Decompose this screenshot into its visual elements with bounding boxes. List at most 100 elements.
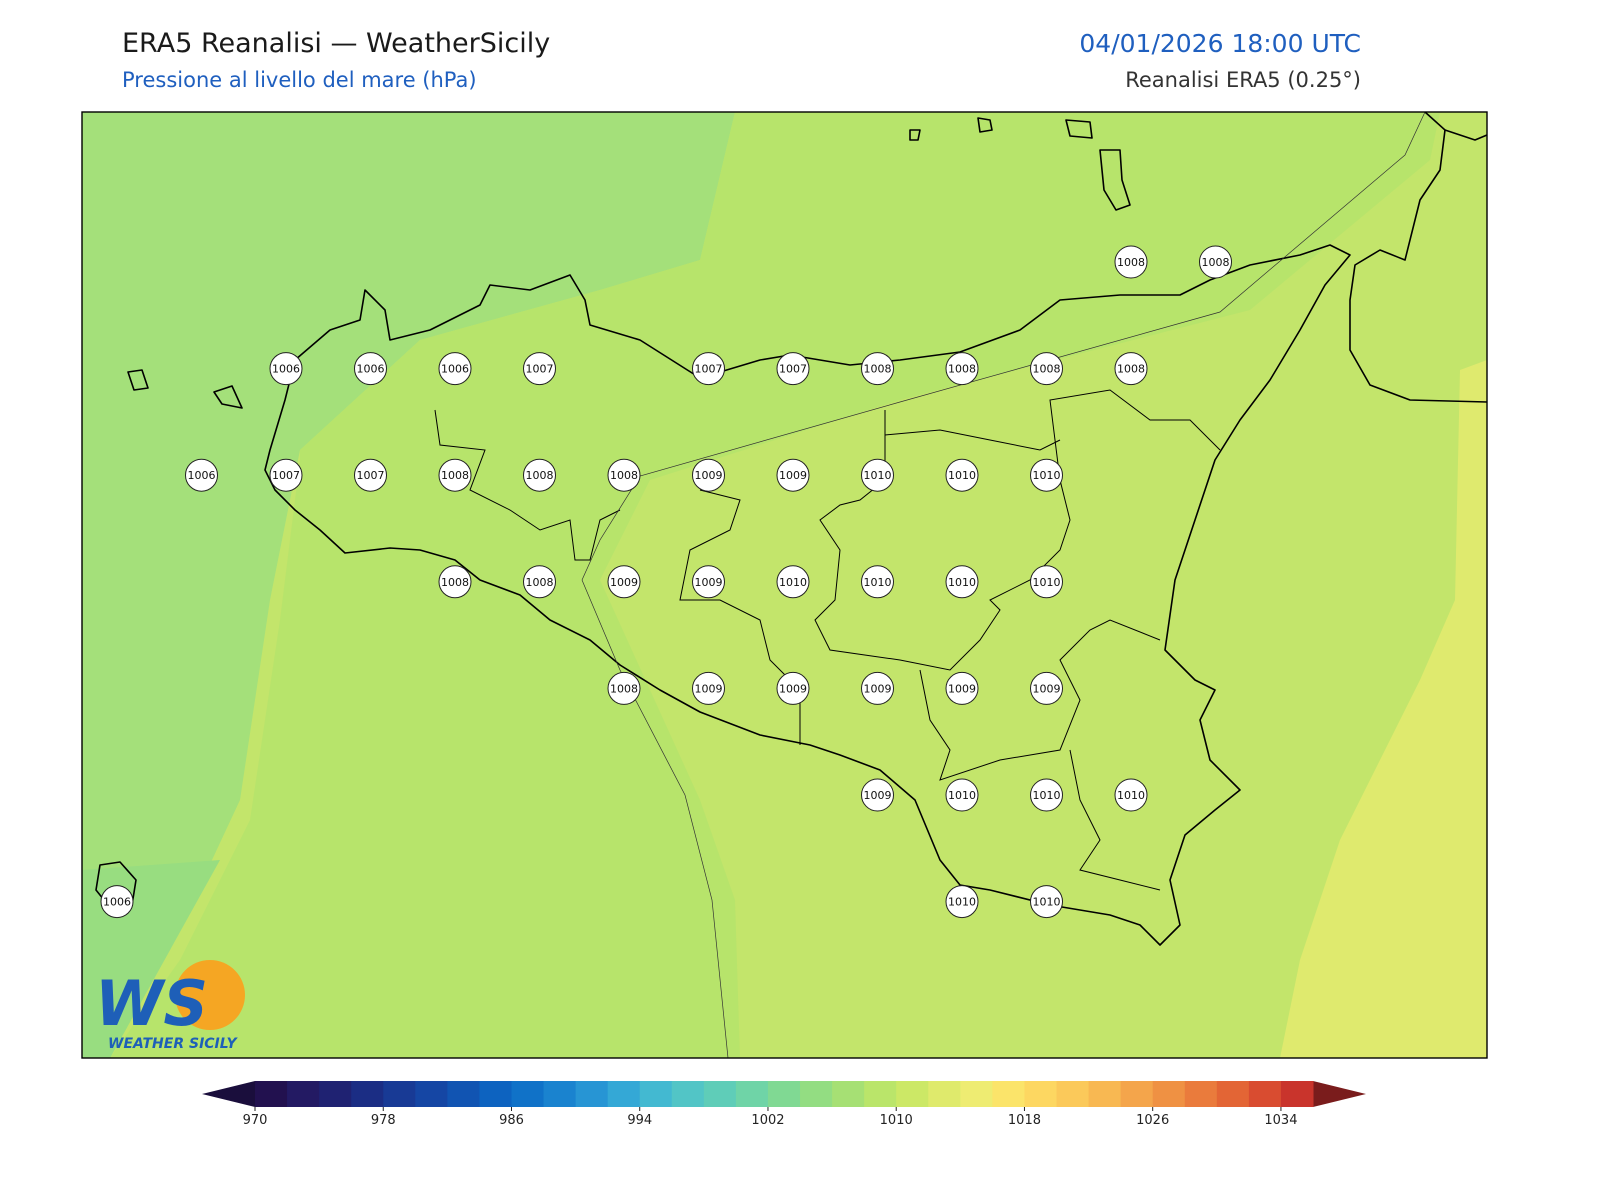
pressure-marker xyxy=(523,458,556,492)
colorbar-bin xyxy=(415,1081,448,1107)
pressure-label: 1009 xyxy=(864,789,892,802)
colorbar-bin xyxy=(703,1081,737,1107)
colorbar-bin xyxy=(1184,1081,1218,1107)
pressure-label: 1010 xyxy=(864,576,892,589)
pressure-label: 1006 xyxy=(188,469,216,482)
pressure-label: 1008 xyxy=(526,576,554,589)
colorbar-bin xyxy=(832,1081,865,1107)
pressure-marker xyxy=(438,565,472,599)
colorbar-bin xyxy=(1024,1081,1058,1107)
colorbar-tick-label: 1034 xyxy=(1264,1113,1297,1128)
colorbar-bin xyxy=(1280,1081,1314,1107)
colorbar-bin xyxy=(735,1081,769,1107)
pressure-label: 1010 xyxy=(1033,576,1061,589)
subtitle: Pressione al livello del mare (hPa) xyxy=(122,68,477,92)
pressure-label: 1007 xyxy=(695,363,723,376)
colorbar-bin xyxy=(383,1081,416,1107)
colorbar-bin xyxy=(255,1081,288,1107)
pressure-label: 1010 xyxy=(1033,896,1061,909)
pressure-label: 1008 xyxy=(441,469,469,482)
pressure-label: 1009 xyxy=(695,682,723,695)
pressure-label: 1008 xyxy=(948,363,976,376)
pressure-marker xyxy=(861,565,894,599)
pressure-label: 1010 xyxy=(948,896,976,909)
pressure-label: 1006 xyxy=(103,896,131,909)
colorbar-bin xyxy=(479,1081,512,1107)
pressure-label: 1009 xyxy=(779,469,807,482)
pressure-marker xyxy=(523,565,556,599)
colorbar: 970 978 986 994 1002 1010 1018 1026 1034 xyxy=(202,1081,1366,1128)
pressure-marker xyxy=(1030,458,1063,492)
pressure-label: 1010 xyxy=(948,576,976,589)
pressure-marker xyxy=(438,352,472,386)
pressure-marker xyxy=(861,352,894,386)
pressure-label: 1007 xyxy=(526,363,554,376)
pressure-marker xyxy=(1199,245,1232,279)
pressure-marker xyxy=(1030,565,1063,599)
colorbar-bin xyxy=(1152,1081,1186,1107)
colorbar-bin xyxy=(800,1081,833,1107)
colorbar-tick-label: 1010 xyxy=(880,1113,913,1128)
colorbar-bin xyxy=(1216,1081,1250,1107)
pressure-label: 1006 xyxy=(357,363,385,376)
pressure-marker xyxy=(100,885,134,919)
pressure-marker xyxy=(1030,885,1063,919)
colorbar-bin xyxy=(575,1081,609,1107)
pressure-marker xyxy=(354,352,387,386)
pressure-label: 1010 xyxy=(948,469,976,482)
pressure-marker xyxy=(861,778,894,812)
pressure-marker xyxy=(776,671,810,705)
colorbar-bin xyxy=(767,1081,801,1107)
colorbar-bin xyxy=(319,1081,352,1107)
pressure-marker xyxy=(692,671,725,705)
colorbar-tick-label: 978 xyxy=(371,1113,396,1128)
pressure-marker xyxy=(945,778,979,812)
pressure-marker xyxy=(269,352,303,386)
colorbar-min-arrow xyxy=(202,1081,255,1107)
pressure-marker xyxy=(945,458,979,492)
pressure-label: 1008 xyxy=(1033,363,1061,376)
pressure-marker xyxy=(692,565,725,599)
colorbar-bin xyxy=(511,1081,545,1107)
pressure-label: 1008 xyxy=(864,363,892,376)
logo-text: WEATHER SICILY xyxy=(108,1036,239,1052)
logo-mark: WS xyxy=(95,967,208,1040)
pressure-marker xyxy=(1114,245,1148,279)
pressure-marker xyxy=(945,671,979,705)
pressure-marker xyxy=(945,885,979,919)
pressure-label: 1010 xyxy=(1117,789,1145,802)
logo: WS WEATHER SICILY xyxy=(95,960,245,1052)
colorbar-bin xyxy=(543,1081,577,1107)
colorbar-bin xyxy=(1088,1081,1122,1107)
pressure-marker xyxy=(354,458,387,492)
colorbar-bin xyxy=(1248,1081,1282,1107)
colorbar-tick-label: 1026 xyxy=(1136,1113,1169,1128)
colorbar-bin xyxy=(1120,1081,1154,1107)
pressure-marker xyxy=(438,458,472,492)
pressure-marker xyxy=(945,565,979,599)
pressure-marker xyxy=(607,671,641,705)
pressure-marker xyxy=(269,458,303,492)
pressure-label: 1009 xyxy=(864,682,892,695)
pressure-marker xyxy=(1030,778,1063,812)
pressure-marker xyxy=(523,352,556,386)
colorbar-bin xyxy=(671,1081,705,1107)
colorbar-bin xyxy=(864,1081,897,1107)
pressure-label: 1009 xyxy=(695,576,723,589)
pressure-label: 1010 xyxy=(1033,789,1061,802)
pressure-label: 1006 xyxy=(441,363,469,376)
colorbar-bin xyxy=(960,1081,993,1107)
source: Reanalisi ERA5 (0.25°) xyxy=(1125,68,1361,92)
colorbar-tick-label: 970 xyxy=(243,1113,268,1128)
pressure-marker xyxy=(945,352,979,386)
colorbar-tick-label: 986 xyxy=(499,1113,524,1128)
title: ERA5 Reanalisi — WeatherSicily xyxy=(122,28,550,59)
pressure-marker xyxy=(692,458,725,492)
colorbar-tick-label: 1002 xyxy=(751,1113,784,1128)
pressure-marker xyxy=(185,458,218,492)
zone-lines xyxy=(581,111,1426,1059)
pressure-label: 1006 xyxy=(272,363,300,376)
logo-sun xyxy=(175,960,245,1030)
pressure-labels: 1008 1008 1006 1006 1006 1007 1007 1007 1008 1008… xyxy=(100,245,1232,919)
